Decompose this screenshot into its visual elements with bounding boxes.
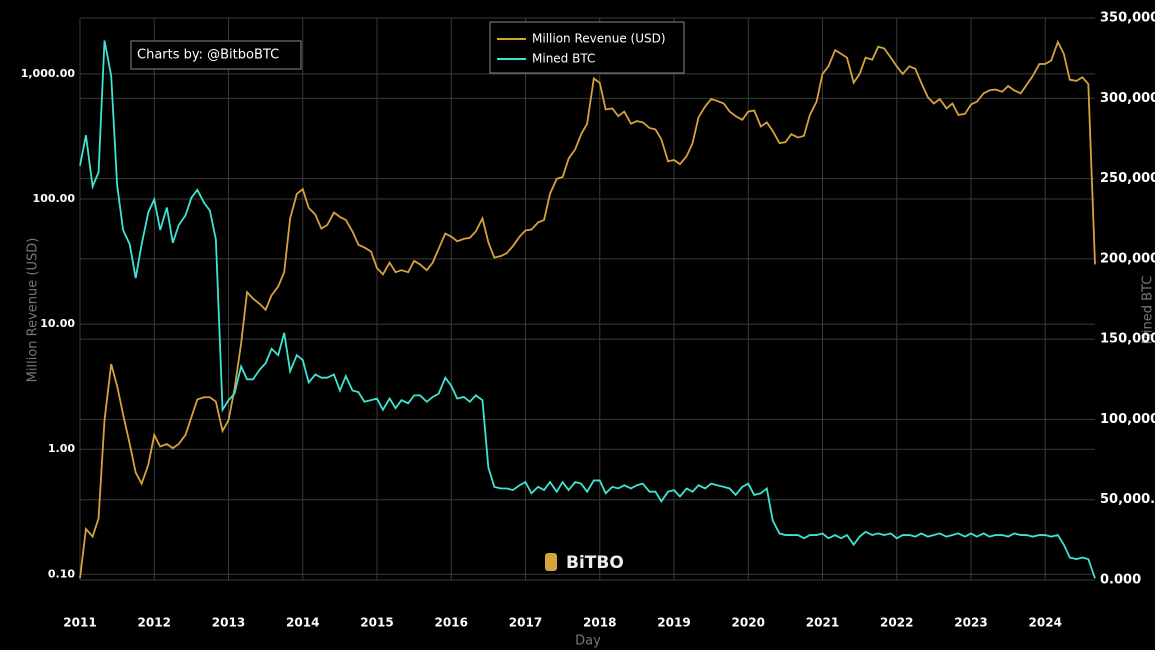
annotation-box [130, 40, 302, 70]
x-tick-label: 2012 [138, 616, 171, 630]
annotation: Charts by: @BitboBTC [130, 40, 302, 70]
series-line [79, 39, 1096, 579]
grid [79, 17, 1095, 581]
x-tick-label: 2022 [880, 616, 913, 630]
x-tick-label: 2011 [63, 616, 96, 630]
legend-label: Mined BTC [532, 52, 595, 66]
series-line [79, 40, 1096, 579]
x-tick-label: 2019 [657, 616, 690, 630]
legend-label: Million Revenue (USD) [532, 32, 666, 46]
legend: Million Revenue (USD) Mined BTC [489, 21, 685, 74]
legend-box [489, 21, 685, 74]
y2-tick-label: 300,000 [1100, 91, 1155, 106]
y2-tick-label: 150,000 [1100, 332, 1155, 347]
y-tick-label: 1,000.00 [21, 67, 76, 80]
x-tick-label: 2014 [286, 616, 319, 630]
y-tick-label: 1.00 [48, 442, 75, 455]
y2-tick-label: 250,000 [1100, 171, 1155, 186]
x-tick-label: 2013 [212, 616, 245, 630]
watermark-text: BiTBO [566, 553, 624, 573]
y2-tick-label: 350,000 [1100, 11, 1155, 26]
y-axis-title: Million Revenue (USD) [26, 238, 41, 383]
x-tick-label: 2016 [435, 616, 468, 630]
annotation-text: Charts by: @BitboBTC [137, 48, 279, 63]
watermark-icon [545, 553, 557, 571]
y-tick-label: 10.00 [40, 317, 75, 330]
x-tick-label: 2024 [1029, 616, 1062, 630]
y-tick-label: 0.10 [48, 567, 75, 580]
y-tick-label: 100.00 [33, 192, 76, 205]
x-tick-label: 2021 [806, 616, 839, 630]
x-tick-label: 2018 [583, 616, 616, 630]
x-axis-title: Day [575, 634, 601, 649]
x-tick-label: 2015 [360, 616, 393, 630]
x-tick-label: 2023 [954, 616, 987, 630]
y2-tick-label: 100,000 [1100, 412, 1155, 427]
y2-tick-label: 0.000 [1100, 573, 1141, 588]
x-tick-label: 2017 [509, 616, 542, 630]
x-tick-label: 2020 [732, 616, 765, 630]
watermark: BiTBO [545, 553, 624, 573]
y2-tick-label: 50,000. [1100, 492, 1155, 507]
y2-tick-label: 200,000 [1100, 251, 1155, 266]
y2-axis-title: Mined BTC [1141, 276, 1155, 345]
plot-lines [79, 39, 1096, 579]
